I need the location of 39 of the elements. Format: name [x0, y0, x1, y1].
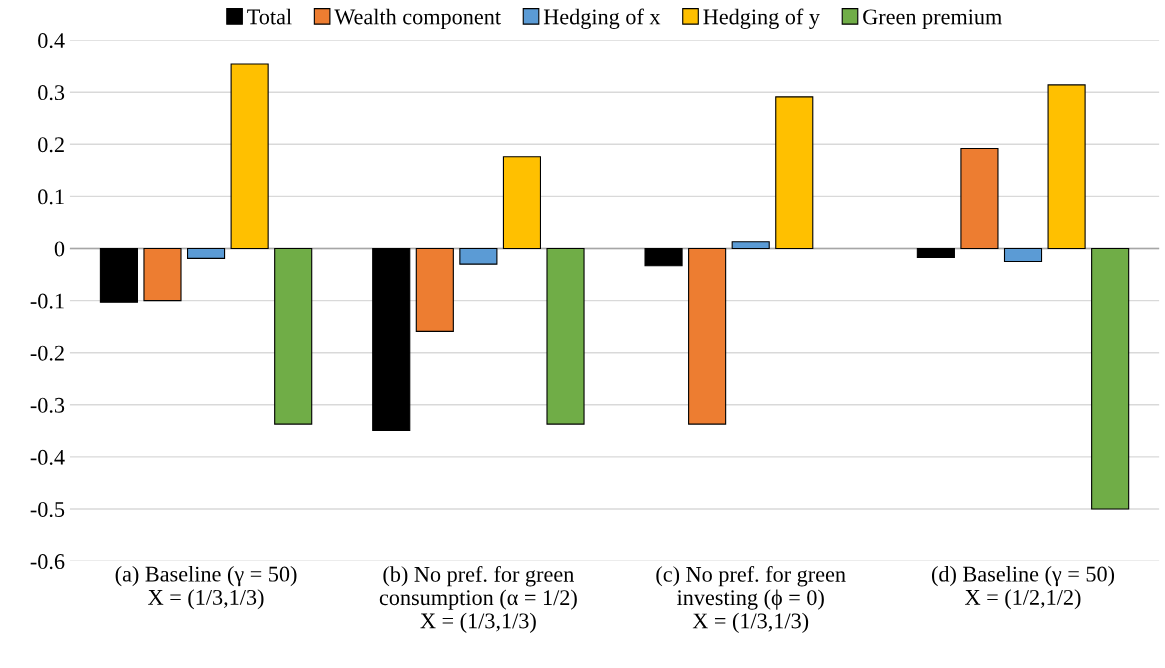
y-tick-label: 0.2: [38, 137, 64, 153]
x-tick-label: (b) No pref. for green consumption (α = 1/2) X = (1/3,1/3): [379, 565, 577, 633]
y-tick-label: -0.6: [30, 554, 65, 570]
bar: [644, 247, 683, 267]
y-tick-label: 0.3: [38, 85, 65, 101]
bar: [960, 147, 999, 250]
legend-label: Wealth component: [334, 8, 501, 29]
bar: [688, 247, 727, 425]
bar: [546, 247, 585, 425]
x-tick-label: (c) No pref. for green investing (ϕ = 0) X = (1/3,1/3): [656, 565, 846, 633]
bar: [415, 247, 454, 332]
y-tick-label: 0.4: [38, 33, 65, 49]
bar: [1003, 247, 1043, 263]
y-tick-label: -0.1: [30, 293, 64, 309]
bar: [459, 247, 498, 265]
bar: [230, 63, 269, 250]
bar: [372, 247, 411, 431]
y-tick-label: 0.1: [38, 189, 64, 205]
legend-label: Hedging of x: [543, 8, 661, 29]
legend-label: Total: [247, 8, 292, 25]
bar: [99, 247, 138, 303]
legend-label: Hedging of y: [703, 8, 820, 29]
y-tick-label: -0.2: [30, 345, 64, 361]
y-tick-label: -0.4: [30, 449, 65, 465]
bar: [186, 247, 226, 259]
y-tick-label: -0.3: [30, 397, 65, 413]
legend-label: Green premium: [863, 9, 1002, 29]
bar: [731, 241, 770, 250]
bar: [775, 96, 814, 250]
y-tick-label: 0: [54, 241, 65, 257]
x-tick-label: (a) Baseline (γ = 50) X = (1/3,1/3): [115, 565, 297, 610]
x-tick-label: (d) Baseline (γ = 50) X = (1/2,1/2): [931, 565, 1115, 610]
bar: [502, 156, 542, 250]
bar: [1091, 247, 1130, 510]
bar: [1047, 84, 1086, 250]
y-tick-label: -0.5: [30, 501, 65, 518]
bar: [143, 247, 182, 302]
bar: [916, 247, 955, 258]
bar: [274, 247, 313, 425]
